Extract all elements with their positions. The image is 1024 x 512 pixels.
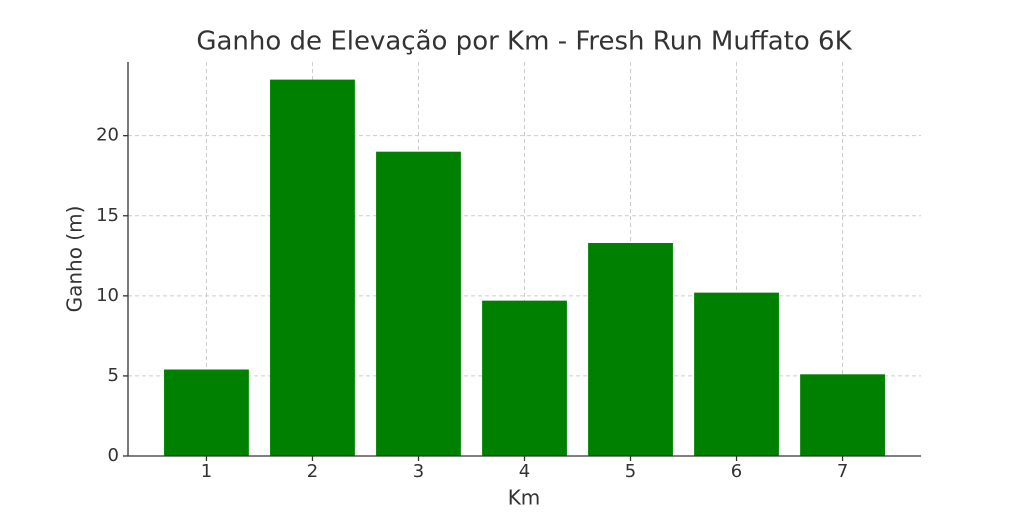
bar [164, 369, 249, 456]
y-tick-label: 10 [96, 285, 119, 306]
x-tick-label: 4 [519, 461, 530, 482]
y-tick-label: 0 [108, 445, 119, 466]
y-tick-label: 20 [96, 125, 119, 146]
x-tick-label: 7 [837, 461, 848, 482]
x-axis-label: Km [508, 486, 541, 510]
y-tick-label: 15 [96, 205, 119, 226]
chart-title: Ganho de Elevação por Km - Fresh Run Muf… [196, 27, 852, 57]
bar [482, 300, 567, 456]
x-tick-label: 6 [731, 461, 742, 482]
x-tick-label: 5 [625, 461, 636, 482]
x-tick-label: 1 [201, 461, 212, 482]
x-tick-label: 2 [307, 461, 318, 482]
y-axis-label: Ganho (m) [63, 206, 87, 313]
x-tick-label: 3 [413, 461, 424, 482]
bar [800, 374, 885, 456]
bar [376, 151, 461, 457]
bar [588, 242, 673, 456]
bar [694, 292, 779, 456]
y-tick-label: 5 [108, 365, 119, 386]
bar [270, 79, 355, 456]
